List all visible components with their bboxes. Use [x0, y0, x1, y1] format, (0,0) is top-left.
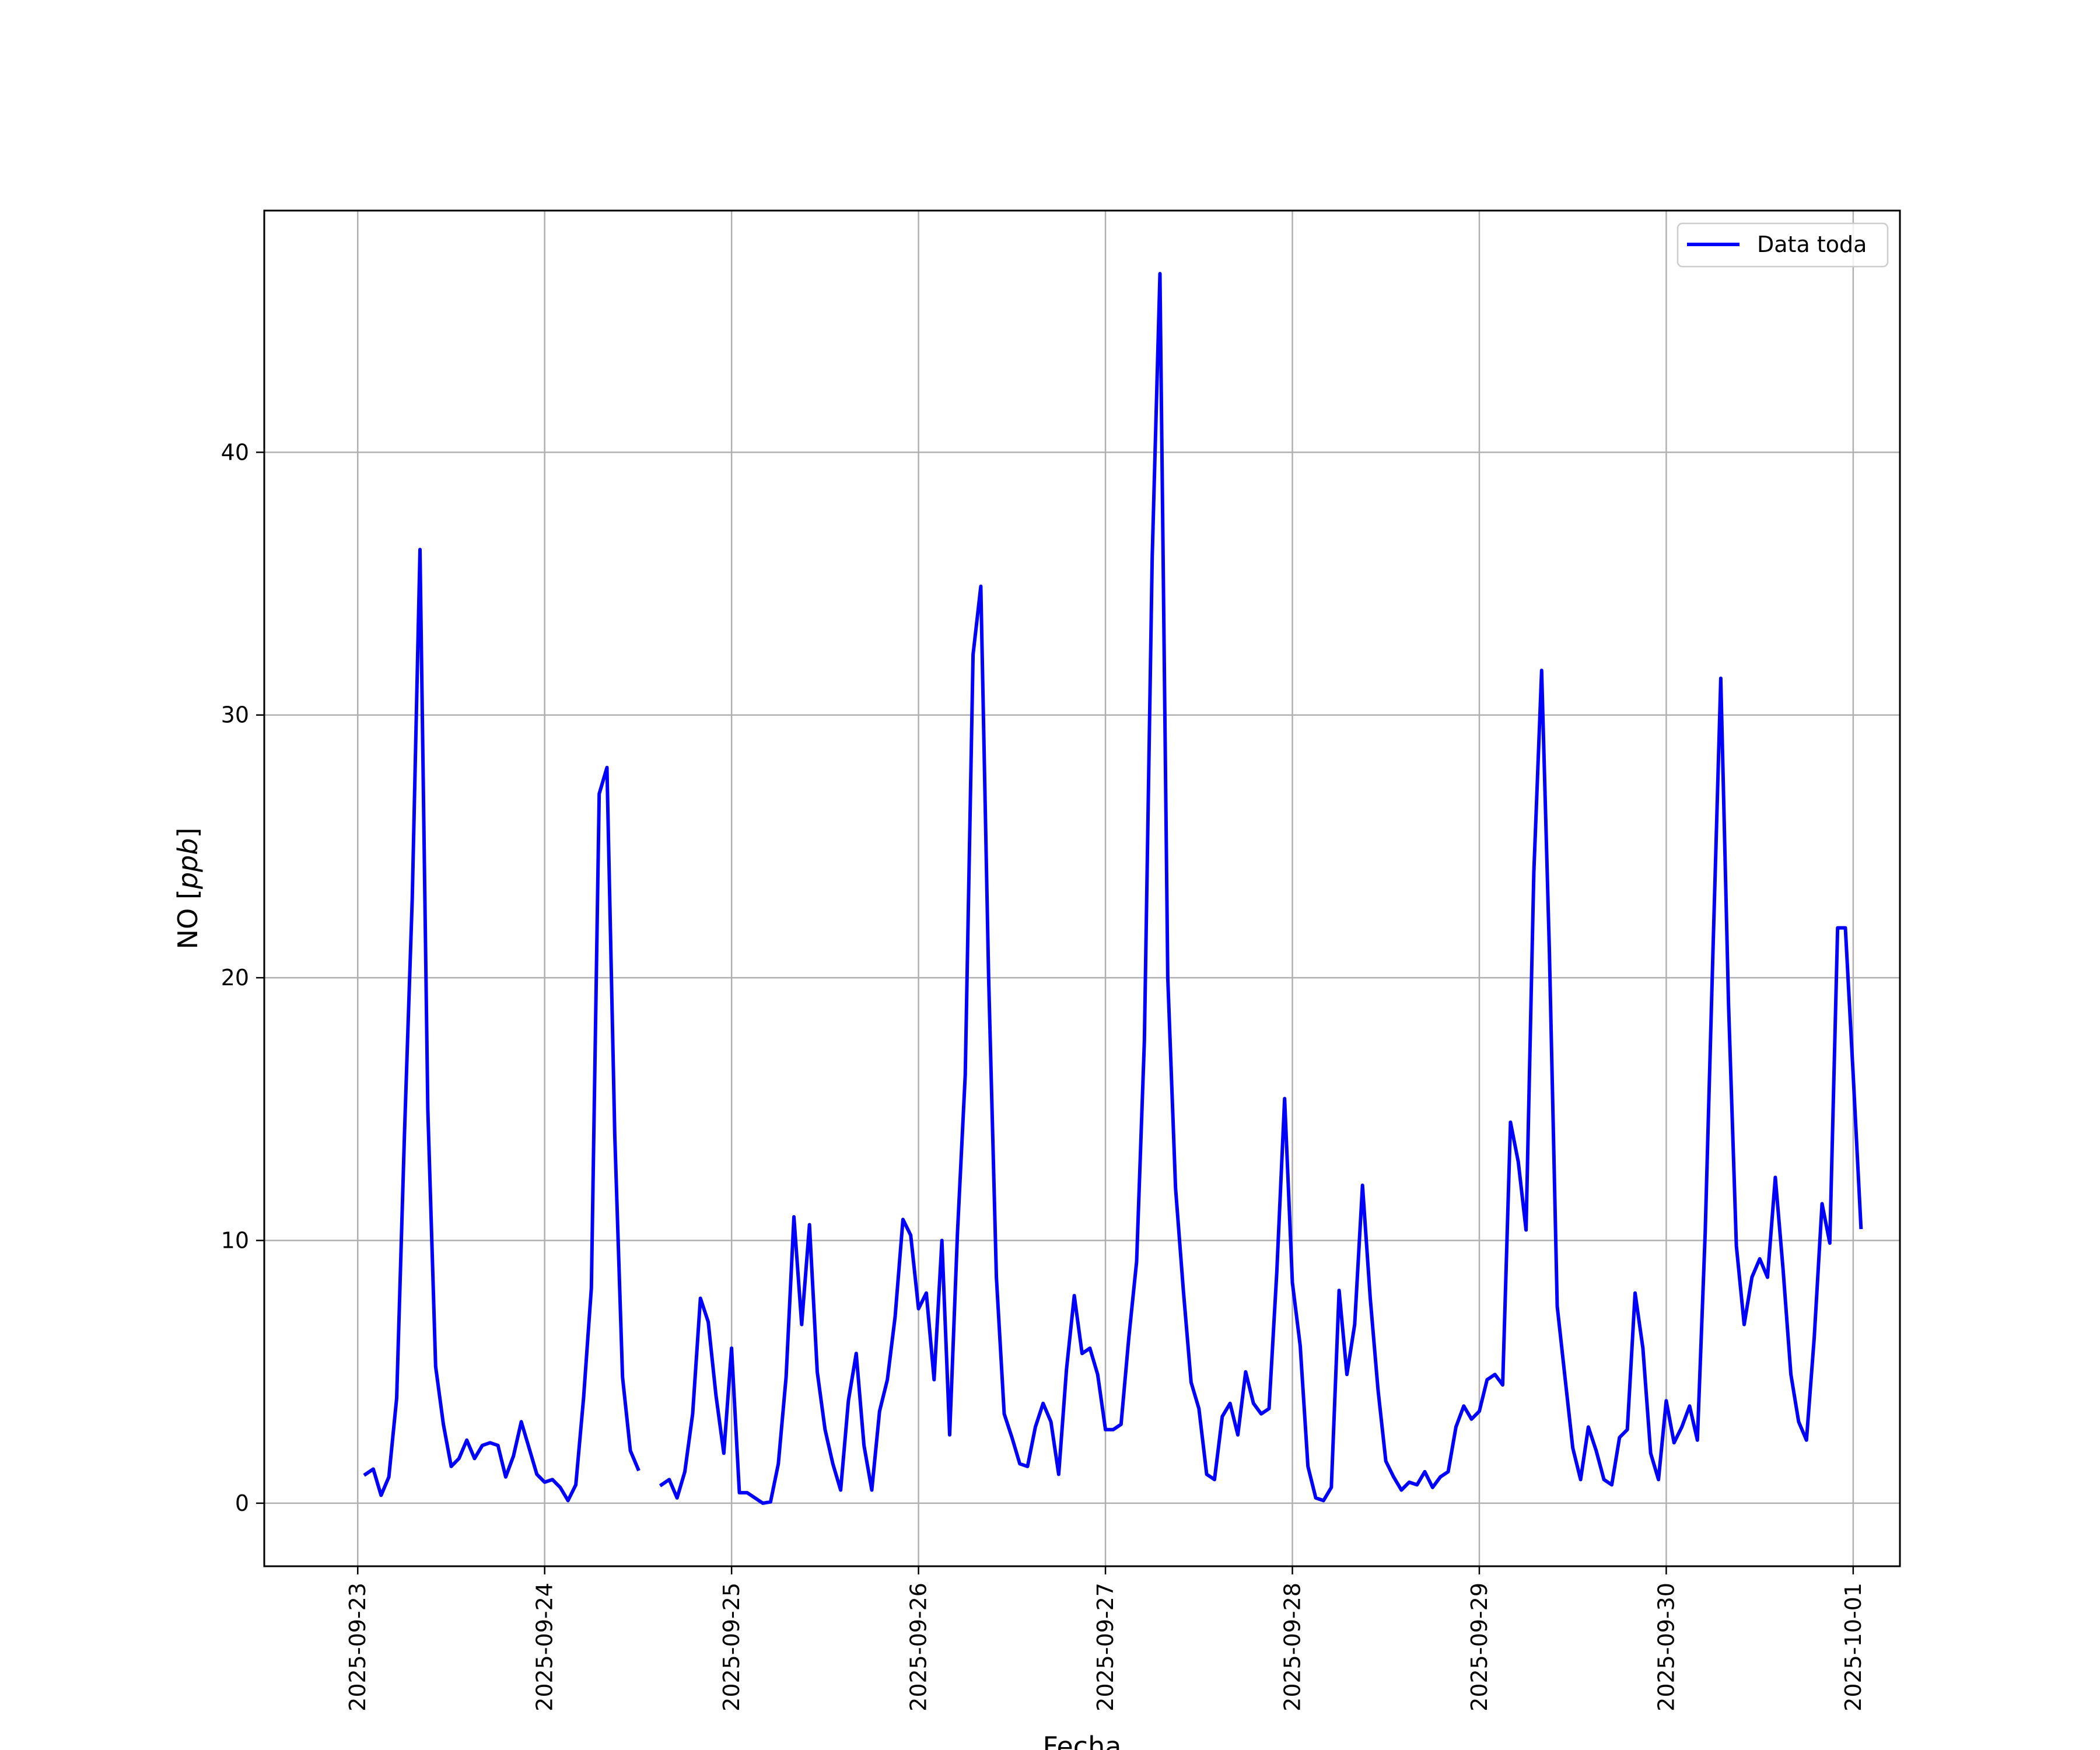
grid-lines	[264, 211, 1900, 1566]
y-axis-label-main: NO	[172, 900, 204, 949]
plot-frame	[263, 209, 1901, 1567]
x-tick-label: 2025-09-23	[345, 1583, 370, 1712]
y-tick-label: 40	[221, 439, 249, 465]
y-tick-label: 10	[221, 1228, 249, 1254]
legend-box	[1676, 222, 1889, 268]
x-tick-label: 2025-09-30	[1653, 1583, 1679, 1712]
x-tick-label: 2025-09-27	[1093, 1583, 1118, 1712]
x-tick-label: 2025-09-25	[719, 1583, 744, 1712]
y-tick-label: 0	[235, 1490, 249, 1516]
x-axis-ticks: 2025-09-23 2025-09-24 2025-09-25 2025-09-26…	[345, 1566, 1866, 1712]
y-axis-label-bracket-open: [	[172, 889, 204, 900]
y-tick-label: 20	[221, 965, 249, 991]
series-layer	[363, 272, 1863, 1505]
legend: Data toda	[1676, 222, 1889, 268]
y-axis-label-bracket-close: ]	[172, 828, 204, 838]
x-tick-label: 2025-09-26	[906, 1583, 932, 1712]
series-line-0	[363, 272, 1863, 1505]
legend-entry-label: Data toda	[1757, 232, 1867, 257]
y-axis-ticks: 0 10 20 30 40	[221, 439, 264, 1516]
y-tick-label: 30	[221, 702, 249, 728]
y-axis-label-unit: ppb	[172, 838, 204, 890]
x-tick-label: 2025-10-01	[1840, 1583, 1866, 1712]
x-axis-label: Fecha	[1043, 1731, 1122, 1750]
x-tick-label: 2025-09-28	[1280, 1583, 1306, 1712]
x-tick-label: 2025-09-29	[1466, 1583, 1492, 1712]
x-tick-label: 2025-09-24	[532, 1583, 558, 1712]
y-axis-label: NO [ppb]	[172, 828, 204, 950]
